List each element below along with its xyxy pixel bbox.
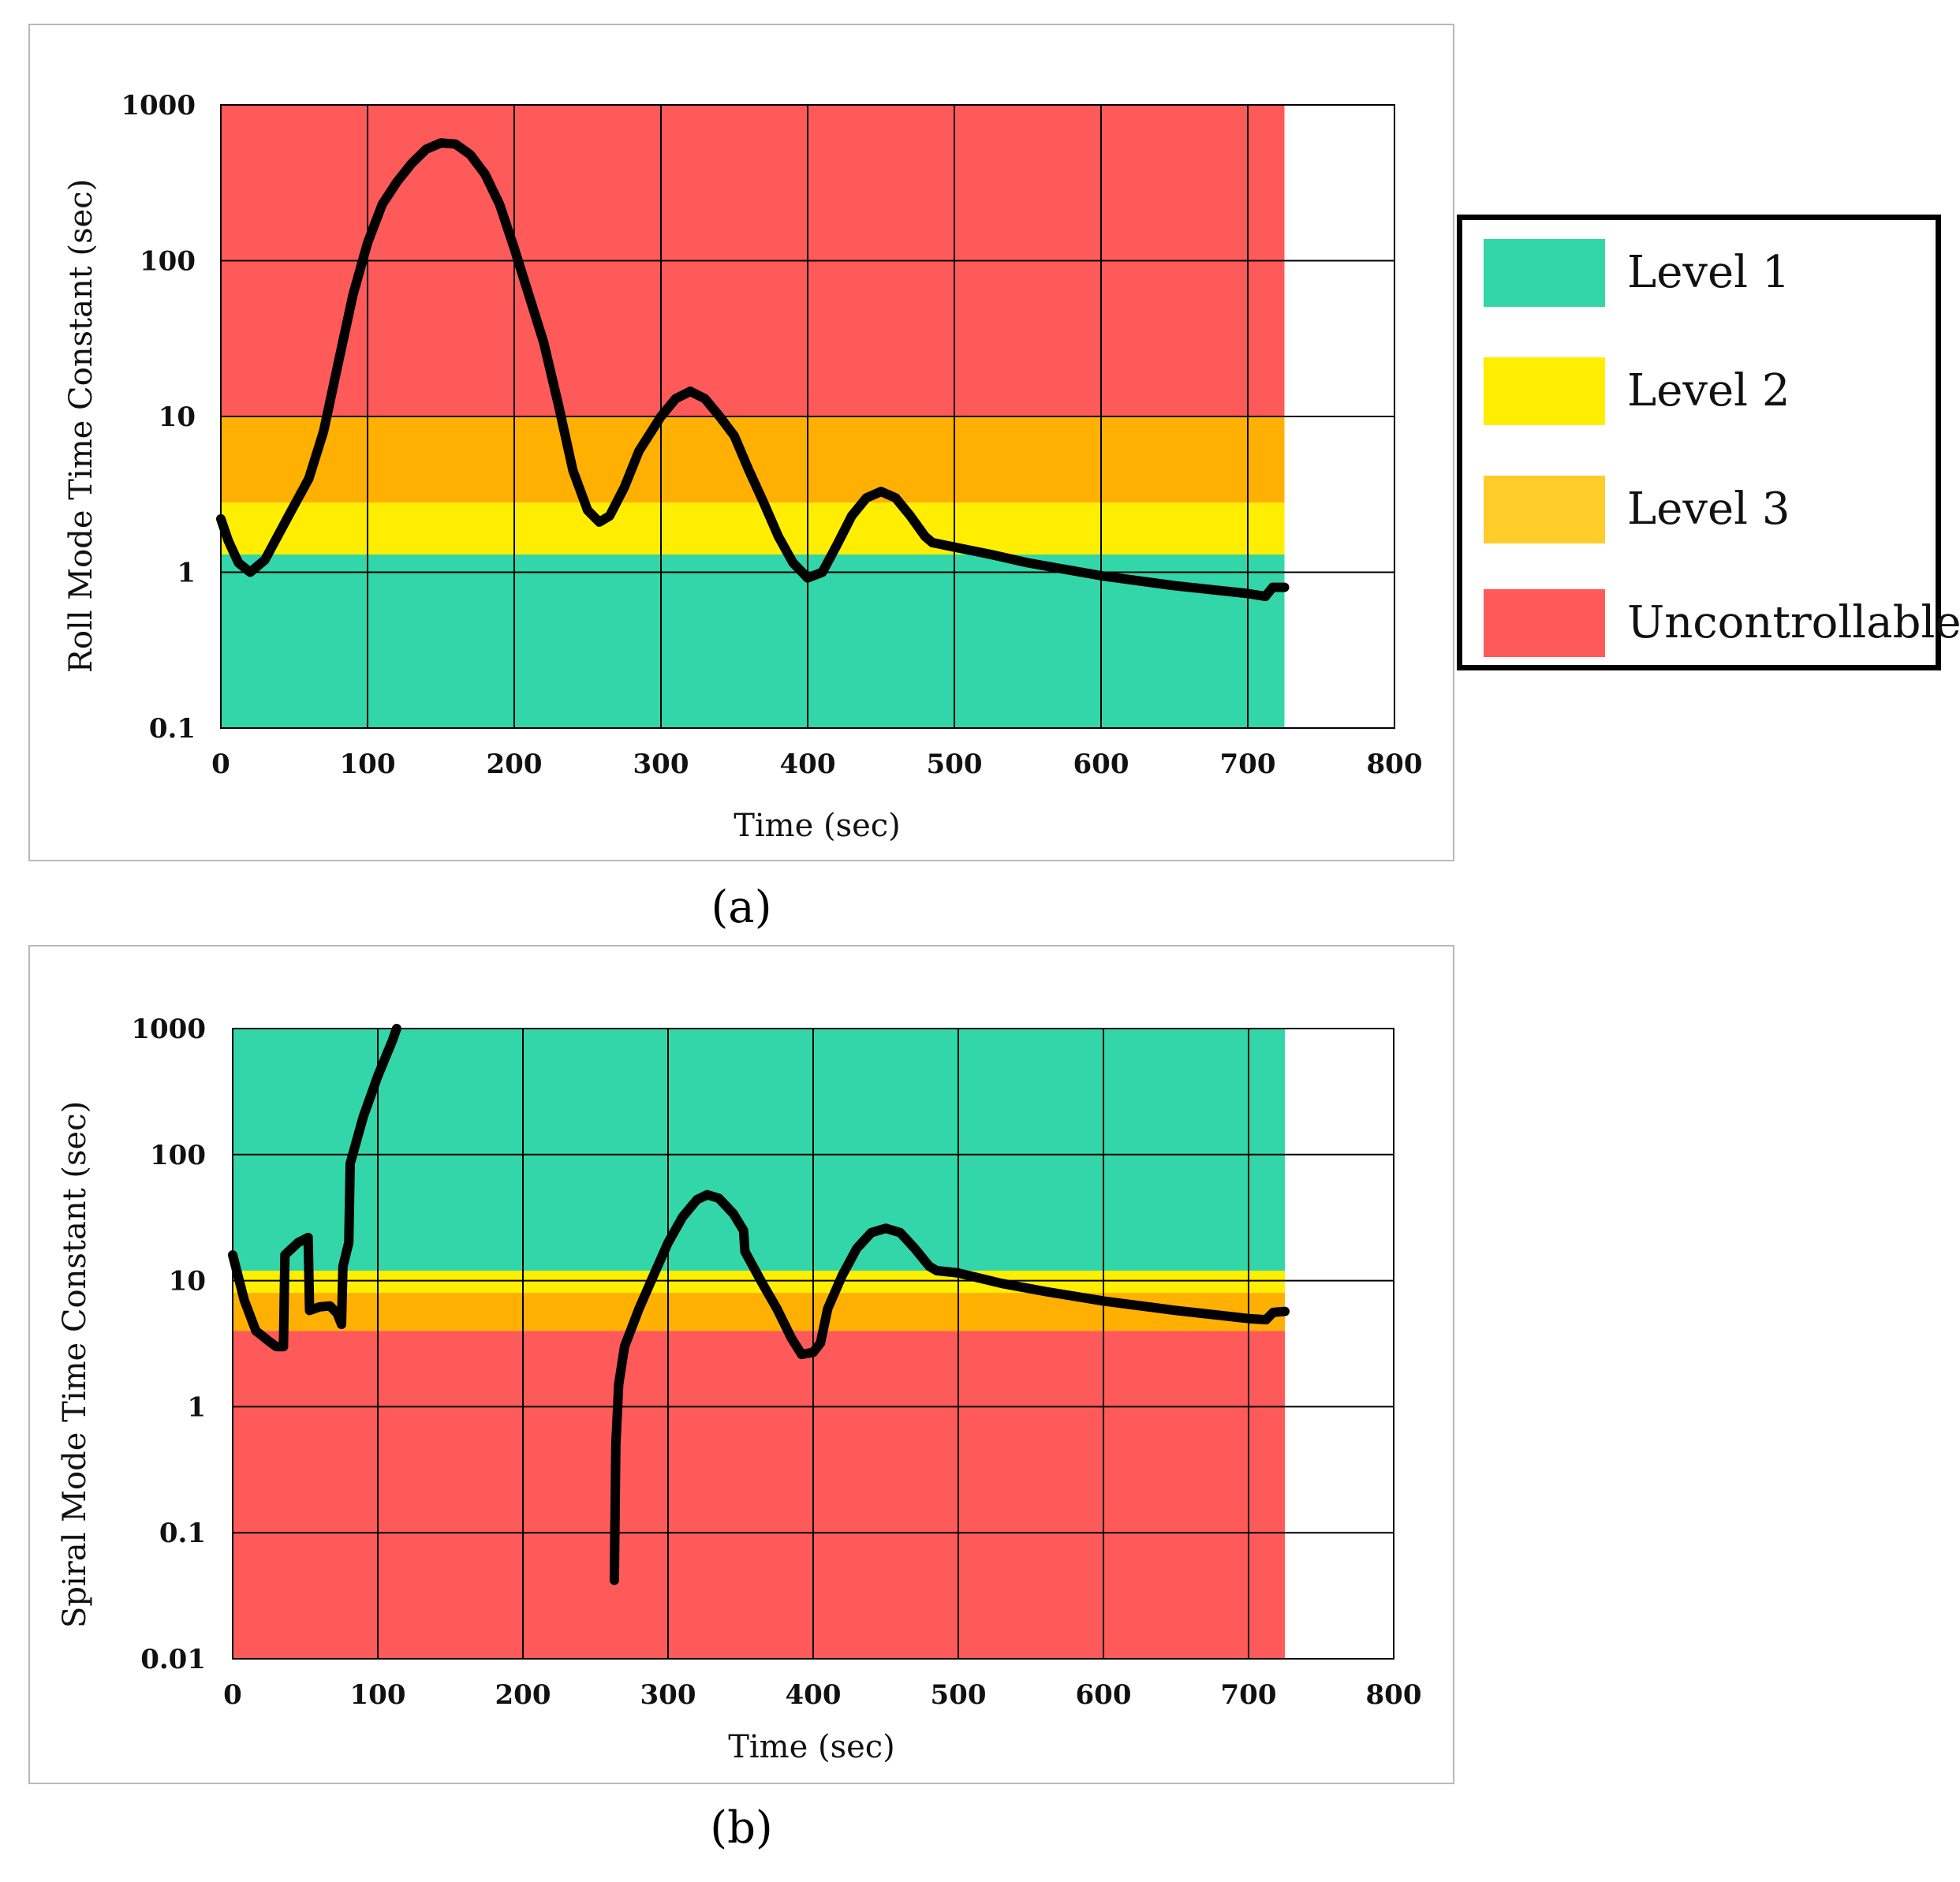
caption-a: (a) [711,882,772,933]
band-level1 [233,1029,1285,1271]
x-tick-label: 500 [927,749,983,780]
legend-item-level-1: Level 1 [1484,239,1933,307]
x-tick-label: 600 [1073,749,1129,780]
x-tick-label: 200 [487,749,543,780]
x-tick-label: 800 [1366,1679,1422,1711]
y-tick-label: 10 [169,1266,206,1298]
y-axis-label: Spiral Mode Time Constant (sec) [57,1101,93,1628]
x-tick-label: 400 [786,1679,842,1711]
y-tick-label: 1 [187,1391,206,1423]
series-line-segment [228,1024,401,1352]
chart-b: 0 100 200 300 400 500 600 700 800 0.01 0.1 1 10 100 10… [57,1014,1422,1765]
y-tick-label: 0.1 [159,1518,206,1549]
chart-a: 0 100 200 300 400 500 600 700 800 0.1 1 10 100 1000 T… [63,90,1423,844]
y-tick-label: 100 [140,246,196,278]
plot-area-border [220,104,1395,729]
band-level3 [233,1293,1285,1331]
x-tick-label: 700 [1221,1679,1277,1711]
x-tick-label: 200 [495,1679,551,1711]
legend-label-level-2: Level 2 [1627,365,1790,416]
legend-label-level-3: Level 3 [1627,484,1790,535]
x-tick-label: 500 [931,1679,987,1711]
x-axis-label: Time (sec) [728,1729,895,1765]
y-axis-label: Roll Mode Time Constant (sec) [63,179,99,674]
band-uncontrollable [233,1331,1285,1659]
x-tick-label: 300 [633,749,689,780]
legend: Level 1 Level 2 Level 3 Uncontrollable [1457,215,1960,670]
x-tick-label: 400 [780,749,836,780]
band-level1 [221,554,1285,728]
legend-item-level-2: Level 2 [1484,357,1933,425]
legend-label-uncontrollable: Uncontrollable [1627,597,1960,648]
x-tick-label: 300 [640,1679,696,1711]
x-axis-label: Time (sec) [734,808,901,844]
legend-swatch-level-1 [1484,239,1605,307]
series-line-segment [216,138,1290,602]
y-tick-label: 10 [159,401,196,433]
y-tick-label: 1000 [131,1014,206,1045]
x-tick-label: 700 [1220,749,1276,780]
x-tick-label: 100 [350,1679,406,1711]
y-tick-label: 1000 [121,90,196,121]
x-tick-label: 600 [1076,1679,1132,1711]
legend-swatch-uncontrollable [1484,589,1605,657]
legend-swatch-level-2 [1484,357,1605,425]
series-line-segment [609,1189,1290,1585]
legend-label-level-1: Level 1 [1627,247,1790,298]
plot-area-border [232,1028,1394,1660]
x-tick-label: 100 [340,749,396,780]
y-tick-label: 0.01 [140,1644,206,1675]
legend-item-uncontrollable: Uncontrollable [1484,589,1960,657]
y-tick-label: 100 [150,1140,206,1171]
caption-b: (b) [710,1802,773,1854]
legend-swatch-level-3 [1484,476,1605,543]
x-tick-label: 0 [211,749,230,780]
band-level2 [221,502,1285,555]
legend-item-level-3: Level 3 [1484,476,1933,543]
x-tick-label: 0 [223,1679,242,1711]
x-tick-label: 800 [1367,749,1423,780]
y-tick-label: 1 [177,558,196,589]
y-tick-label: 0.1 [149,713,196,745]
